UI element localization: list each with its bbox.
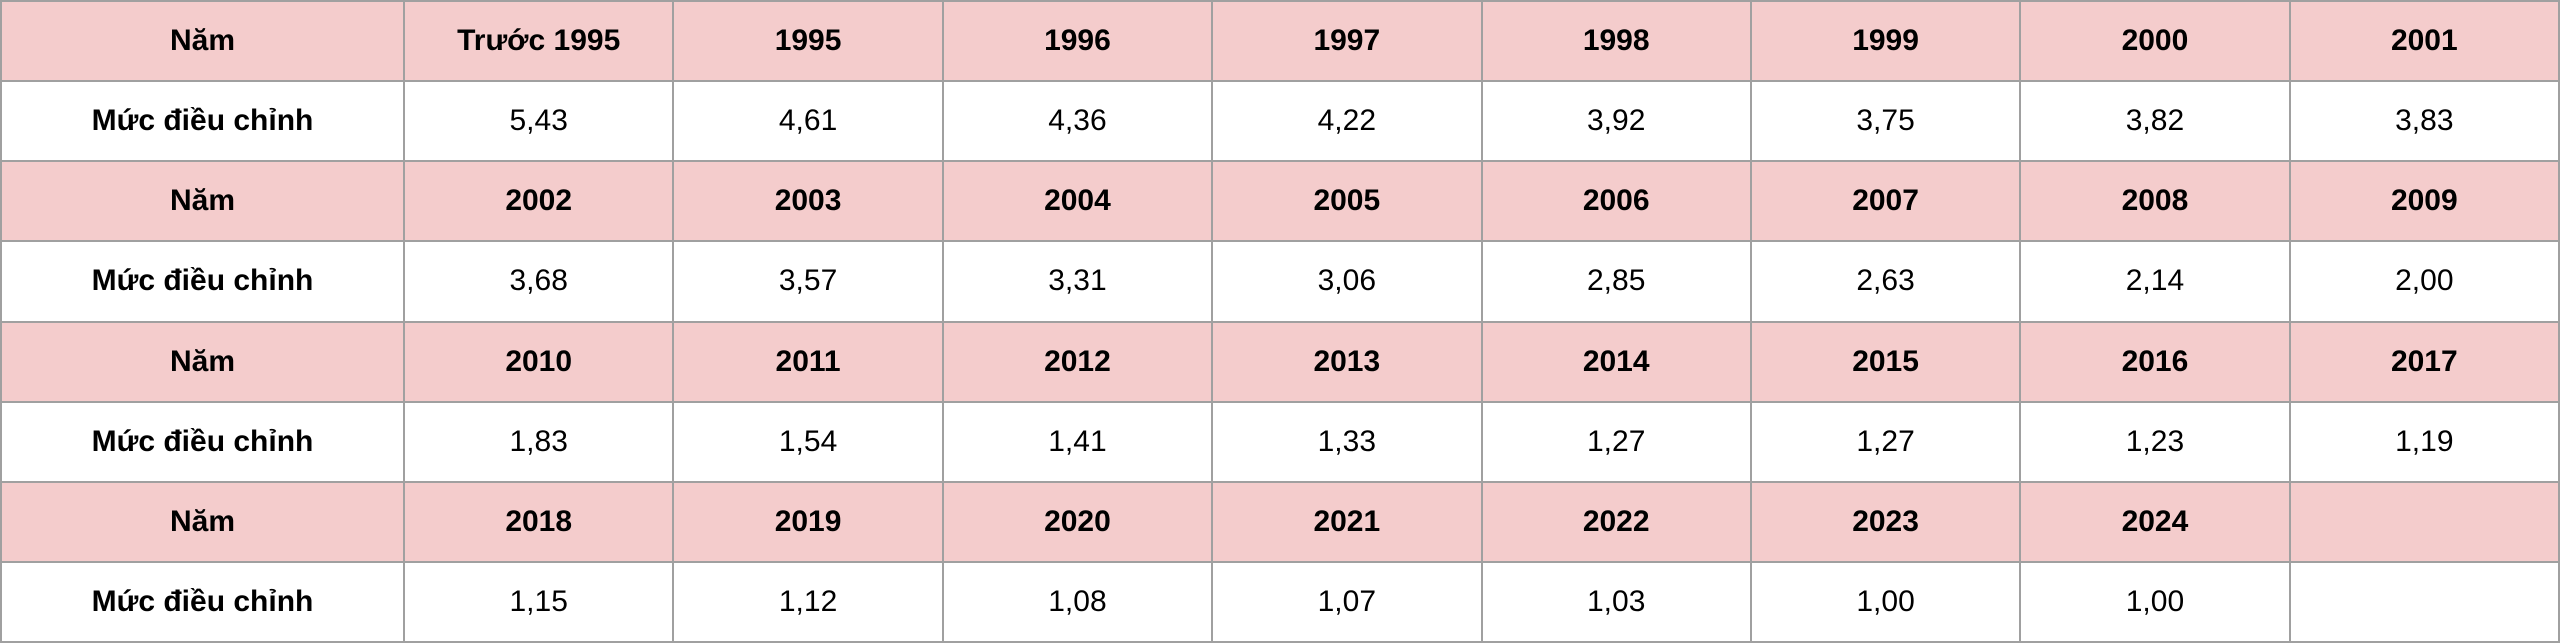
year-cell: 1996	[941, 0, 1214, 83]
year-cell: 1999	[1749, 0, 2022, 83]
year-row: Năm 2002 2003 2004 2005 2006 2007 2008 2009	[0, 160, 2560, 243]
row-header: Mức điều chỉnh	[0, 80, 405, 163]
year-cell: 2005	[1211, 160, 1483, 243]
value-cell: 1,15	[402, 560, 675, 643]
year-cell: 2020	[941, 480, 1214, 563]
value-cell: 1,03	[1480, 560, 1752, 643]
year-cell: 2006	[1480, 160, 1752, 243]
year-cell: 2021	[1211, 480, 1483, 563]
year-cell: 2010	[402, 320, 675, 403]
year-cell: 2001	[2288, 0, 2560, 83]
value-cell: 1,07	[1211, 560, 1483, 643]
row-header: Năm	[0, 480, 405, 563]
row-header: Năm	[0, 320, 405, 403]
year-cell: 1997	[1211, 0, 1483, 83]
value-cell: 4,22	[1211, 80, 1483, 163]
year-cell: 2017	[2288, 320, 2560, 403]
row-header: Mức điều chỉnh	[0, 560, 405, 643]
year-cell: 2023	[1749, 480, 2022, 563]
year-cell: 2008	[2019, 160, 2291, 243]
year-cell: 2003	[672, 160, 944, 243]
empty-cell	[2288, 480, 2560, 563]
year-cell: 2014	[1480, 320, 1752, 403]
year-cell: 2012	[941, 320, 1214, 403]
row-header: Mức điều chỉnh	[0, 400, 405, 483]
row-header: Mức điều chỉnh	[0, 240, 405, 323]
year-cell: 2016	[2019, 320, 2291, 403]
value-row: Mức điều chỉnh 5,43 4,61 4,36 4,22 3,92 3,75 3,…	[0, 80, 2560, 163]
value-cell: 1,08	[941, 560, 1214, 643]
value-cell: 1,27	[1749, 400, 2022, 483]
value-cell: 3,06	[1211, 240, 1483, 323]
value-cell: 1,19	[2288, 400, 2560, 483]
year-cell: 2007	[1749, 160, 2022, 243]
value-cell: 1,23	[2019, 400, 2291, 483]
empty-cell	[2288, 560, 2560, 643]
value-cell: 1,41	[941, 400, 1214, 483]
year-cell: Trước 1995	[402, 0, 675, 83]
value-cell: 1,00	[1749, 560, 2022, 643]
value-cell: 1,12	[672, 560, 944, 643]
value-cell: 4,36	[941, 80, 1214, 163]
value-cell: 2,63	[1749, 240, 2022, 323]
year-cell: 2024	[2019, 480, 2291, 563]
value-cell: 3,83	[2288, 80, 2560, 163]
value-cell: 1,54	[672, 400, 944, 483]
year-cell: 2004	[941, 160, 1214, 243]
value-cell: 3,68	[402, 240, 675, 323]
value-cell: 3,82	[2019, 80, 2291, 163]
value-cell: 1,27	[1480, 400, 1752, 483]
value-row: Mức điều chỉnh 3,68 3,57 3,31 3,06 2,85 2,63 2,…	[0, 240, 2560, 323]
year-cell: 2015	[1749, 320, 2022, 403]
value-cell: 1,83	[402, 400, 675, 483]
value-cell: 3,75	[1749, 80, 2022, 163]
year-cell: 2009	[2288, 160, 2560, 243]
value-cell: 1,00	[2019, 560, 2291, 643]
year-row: Năm Trước 1995 1995 1996 1997 1998 1999 2000 200…	[0, 0, 2560, 83]
year-cell: 2018	[402, 480, 675, 563]
year-cell: 2000	[2019, 0, 2291, 83]
value-row: Mức điều chỉnh 1,15 1,12 1,08 1,07 1,03 1,00 1,…	[0, 560, 2560, 643]
value-cell: 3,92	[1480, 80, 1752, 163]
year-cell: 2019	[672, 480, 944, 563]
row-header: Năm	[0, 160, 405, 243]
value-cell: 2,85	[1480, 240, 1752, 323]
value-cell: 3,57	[672, 240, 944, 323]
value-cell: 1,33	[1211, 400, 1483, 483]
year-cell: 1998	[1480, 0, 1752, 83]
value-cell: 4,61	[672, 80, 944, 163]
value-cell: 3,31	[941, 240, 1214, 323]
year-cell: 2011	[672, 320, 944, 403]
year-cell: 2002	[402, 160, 675, 243]
value-row: Mức điều chỉnh 1,83 1,54 1,41 1,33 1,27 1,27 1,…	[0, 400, 2560, 483]
year-row: Năm 2010 2011 2012 2013 2014 2015 2016 2017	[0, 320, 2560, 403]
year-cell: 2013	[1211, 320, 1483, 403]
year-row: Năm 2018 2019 2020 2021 2022 2023 2024	[0, 480, 2560, 563]
value-cell: 5,43	[402, 80, 675, 163]
row-header: Năm	[0, 0, 405, 83]
year-cell: 2022	[1480, 480, 1752, 563]
value-cell: 2,14	[2019, 240, 2291, 323]
value-cell: 2,00	[2288, 240, 2560, 323]
year-cell: 1995	[672, 0, 944, 83]
